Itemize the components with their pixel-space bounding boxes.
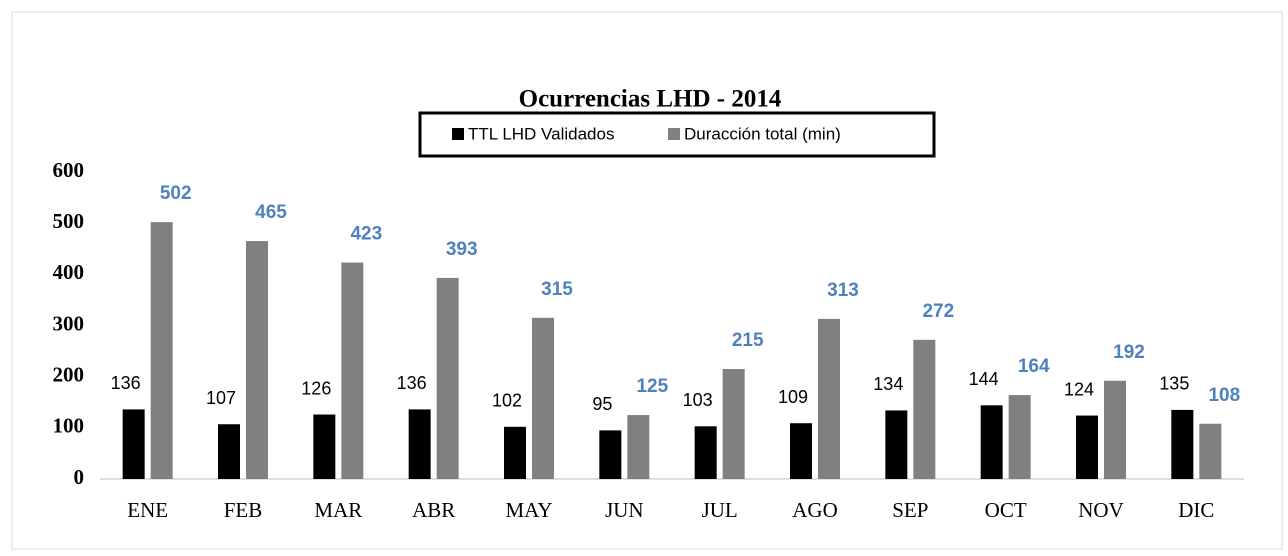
data-label: 135 [1159, 374, 1189, 394]
data-label: 125 [636, 376, 668, 397]
data-label: 108 [1208, 385, 1240, 406]
y-tick-label: 100 [53, 414, 85, 438]
bar [790, 423, 812, 479]
data-label: 423 [350, 224, 382, 245]
data-label: 109 [778, 387, 808, 407]
chart-title: Ocurrencias LHD - 2014 [519, 86, 782, 113]
data-label: 126 [301, 378, 331, 398]
bar [1104, 380, 1126, 479]
x-tick-label: ENE [127, 498, 168, 522]
bar [599, 430, 622, 479]
bar [341, 262, 364, 479]
x-tick-label: NOV [1078, 498, 1124, 522]
bar [913, 339, 936, 479]
data-label: 136 [397, 373, 427, 393]
bar [980, 405, 1003, 479]
x-tick-label: MAR [314, 498, 362, 522]
data-label: 215 [732, 330, 764, 351]
x-tick-label: AGO [792, 498, 838, 522]
data-label: 136 [111, 373, 141, 393]
bar [246, 241, 268, 479]
data-label: 192 [1113, 342, 1145, 363]
bar [218, 424, 240, 479]
bar [122, 409, 145, 479]
data-label: 107 [206, 388, 236, 408]
legend-swatch [668, 128, 680, 140]
data-label: 103 [683, 390, 713, 410]
bar [504, 426, 526, 479]
bar [1008, 395, 1031, 479]
data-label: 144 [969, 369, 999, 389]
data-label: 102 [492, 391, 522, 411]
data-label: 313 [827, 280, 859, 301]
bar [1199, 423, 1222, 479]
data-label: 465 [255, 202, 287, 223]
bar [1076, 415, 1098, 479]
y-tick-label: 300 [53, 311, 85, 335]
legend-swatch [452, 128, 464, 140]
bar [1171, 409, 1194, 479]
bar [818, 318, 840, 479]
bar [436, 277, 459, 479]
y-tick-label: 0 [74, 465, 85, 489]
legend-label: Duracción total (min) [684, 124, 841, 143]
data-label: 164 [1018, 356, 1050, 377]
x-tick-label: SEP [892, 498, 928, 522]
x-tick-label: DIC [1178, 498, 1214, 522]
y-tick-label: 600 [53, 158, 85, 182]
data-label: 502 [160, 183, 192, 204]
bar [532, 317, 554, 479]
x-tick-label: JUN [605, 498, 644, 522]
bar [694, 426, 717, 479]
data-label: 393 [446, 239, 478, 260]
data-label: 124 [1064, 379, 1094, 399]
data-label: 315 [541, 279, 573, 300]
legend-label: TTL LHD Validados [468, 124, 614, 143]
data-label: 272 [922, 301, 954, 322]
bar [627, 415, 650, 479]
y-tick-label: 500 [53, 209, 85, 233]
x-tick-label: ABR [412, 498, 455, 522]
x-tick-label: FEB [224, 498, 263, 522]
bar [885, 410, 908, 479]
y-tick-label: 200 [53, 362, 85, 386]
data-label: 134 [873, 374, 903, 394]
bar [722, 368, 745, 479]
bar [408, 409, 431, 479]
data-label: 95 [592, 394, 612, 414]
x-tick-label: MAY [505, 498, 552, 522]
x-tick-label: OCT [985, 498, 1027, 522]
y-tick-label: 400 [53, 260, 85, 284]
bar [150, 222, 173, 480]
x-tick-label: JUL [702, 498, 738, 522]
bar [313, 414, 336, 479]
